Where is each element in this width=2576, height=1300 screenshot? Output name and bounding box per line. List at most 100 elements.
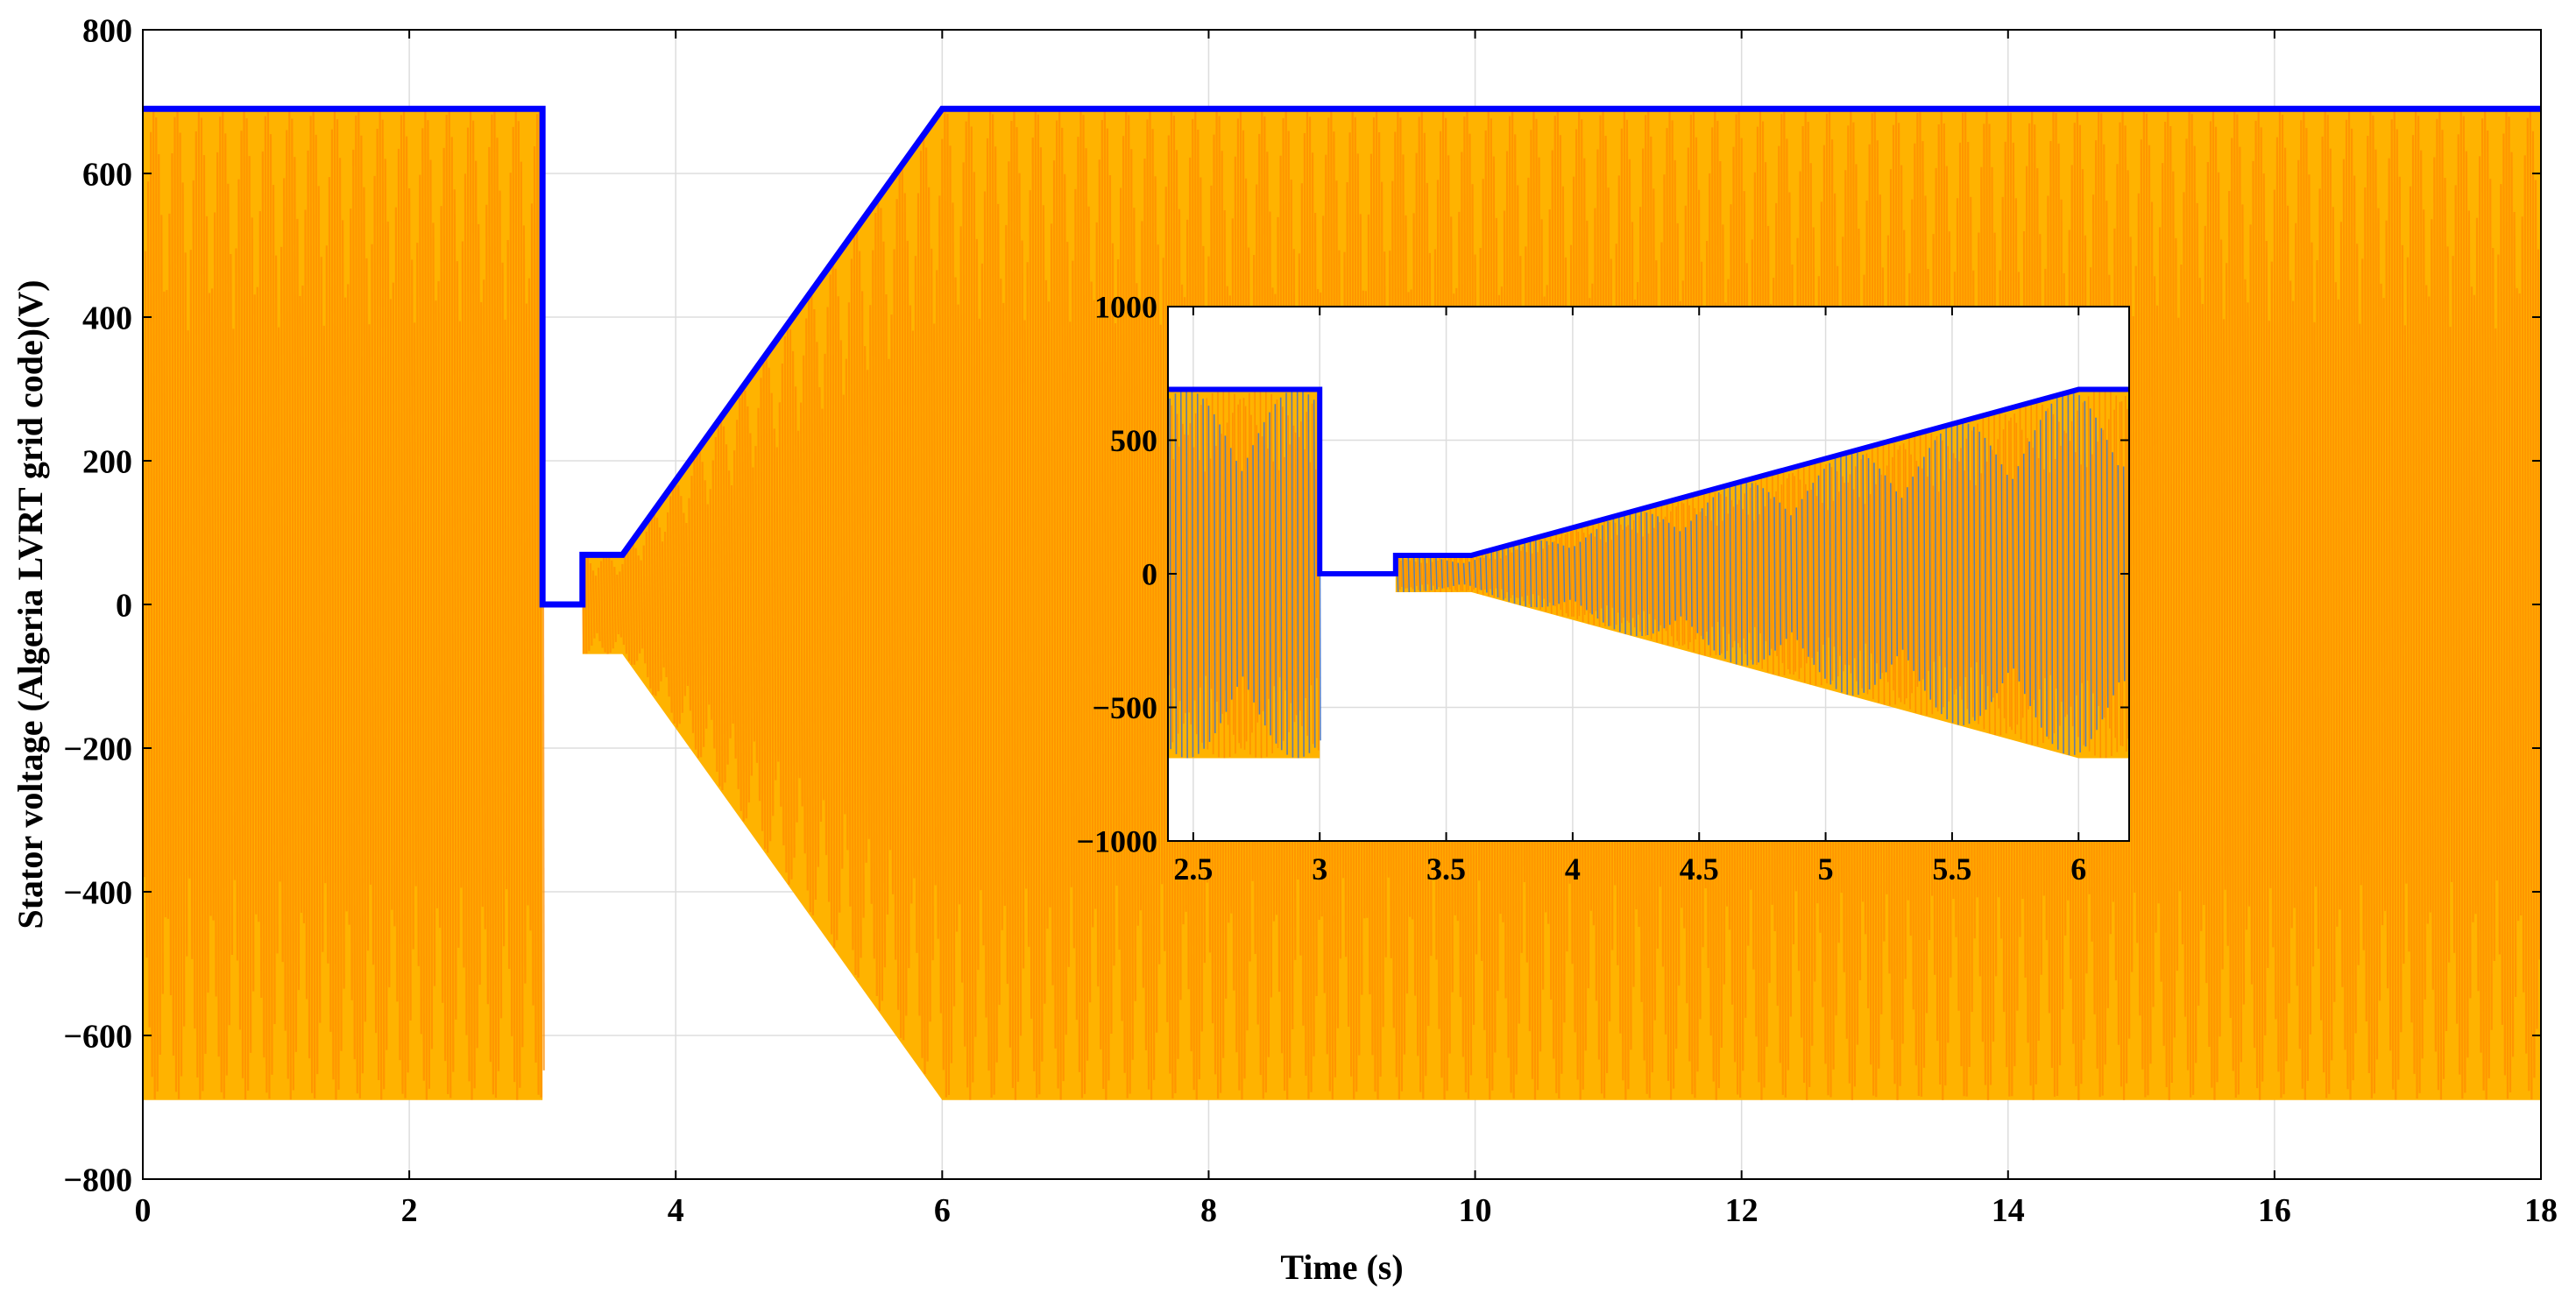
waveform-stroke	[2020, 429, 2024, 718]
waveform-stroke	[1657, 516, 1660, 632]
waveform-stroke	[1582, 533, 1586, 615]
waveform-stroke	[944, 111, 947, 1098]
waveform-stroke	[2428, 296, 2431, 913]
waveform-stroke	[2239, 146, 2242, 1063]
waveform-stroke	[1490, 552, 1494, 596]
waveform-stroke	[2196, 202, 2200, 1007]
waveform-stroke	[2523, 155, 2528, 1054]
waveform-stroke	[858, 251, 862, 958]
waveform-stroke	[949, 145, 953, 1063]
waveform-stroke	[1679, 531, 1682, 617]
waveform-stroke	[2000, 463, 2004, 684]
waveform-stroke	[1808, 463, 1811, 685]
waveform-stroke	[2425, 285, 2429, 924]
waveform-stroke	[2226, 263, 2229, 946]
waveform-stroke	[2206, 162, 2211, 1047]
waveform-stroke	[2457, 134, 2461, 1075]
waveform-stroke	[1224, 435, 1228, 712]
waveform-stroke	[1284, 456, 1286, 691]
waveform-stroke	[924, 147, 929, 1062]
waveform-stroke	[1851, 452, 1854, 696]
waveform-stroke	[288, 109, 292, 1100]
waveform-stroke	[1085, 148, 1089, 1061]
waveform-stroke	[906, 240, 910, 969]
waveform-stroke	[1852, 489, 1856, 659]
waveform-stroke	[1256, 425, 1259, 723]
waveform-stroke	[634, 548, 639, 661]
waveform-stroke	[371, 244, 375, 965]
waveform-stroke	[1274, 404, 1277, 744]
waveform-stroke	[1699, 512, 1702, 636]
waveform-stroke	[2433, 157, 2437, 1052]
waveform-stroke	[760, 378, 764, 831]
waveform-stroke	[1130, 149, 1134, 1060]
waveform-stroke	[864, 346, 867, 863]
waveform-stroke	[1594, 536, 1597, 611]
waveform-stroke	[2484, 109, 2488, 1100]
waveform-stroke	[2153, 276, 2157, 933]
x-tick-label: 0	[135, 1192, 152, 1229]
waveform-stroke	[2438, 109, 2443, 1100]
waveform-stroke	[957, 304, 961, 905]
waveform-stroke	[1400, 560, 1403, 588]
waveform-stroke	[1612, 518, 1616, 630]
waveform-stroke	[202, 155, 207, 1054]
x-tick-label: 6	[2070, 851, 2086, 887]
waveform-stroke	[1568, 548, 1571, 600]
waveform-stroke	[440, 206, 444, 1003]
waveform-stroke	[2137, 193, 2141, 1016]
waveform-stroke	[1211, 392, 1214, 755]
waveform-stroke	[1830, 467, 1834, 681]
waveform-stroke	[2382, 298, 2387, 911]
waveform-stroke	[1179, 390, 1183, 758]
waveform-stroke	[1773, 497, 1776, 651]
waveform-stroke	[1215, 445, 1218, 703]
waveform-stroke	[235, 248, 239, 961]
waveform-stroke	[2326, 115, 2331, 1094]
waveform-stroke	[333, 109, 337, 1100]
waveform-stroke	[2497, 254, 2501, 955]
waveform-stroke	[2262, 173, 2267, 1036]
waveform-stroke	[2270, 261, 2275, 948]
waveform-stroke	[2431, 219, 2434, 990]
waveform-stroke	[1420, 562, 1423, 585]
waveform-stroke	[155, 117, 159, 1092]
waveform-stroke	[1069, 321, 1072, 887]
waveform-stroke	[661, 541, 665, 668]
waveform-stroke	[1512, 543, 1516, 604]
x-tick-label: 8	[1200, 1192, 1217, 1229]
waveform-stroke	[485, 204, 489, 1005]
waveform-stroke	[624, 555, 628, 654]
waveform-stroke	[192, 180, 196, 1029]
waveform-stroke	[1018, 173, 1023, 1036]
waveform-stroke	[1581, 526, 1584, 622]
waveform-stroke	[1292, 425, 1296, 723]
waveform-stroke	[2080, 464, 2084, 683]
waveform-stroke	[1867, 457, 1871, 690]
waveform-stroke	[1897, 449, 1900, 698]
waveform-stroke	[1564, 533, 1568, 614]
waveform-stroke	[1769, 498, 1773, 649]
x-tick-label: 2.5	[1173, 851, 1213, 887]
waveform-stroke	[171, 152, 175, 1056]
waveform-stroke	[1270, 393, 1273, 754]
waveform-stroke	[184, 252, 188, 957]
waveform-stroke	[1764, 506, 1767, 641]
waveform-stroke	[842, 394, 846, 815]
waveform-stroke	[1900, 498, 1904, 650]
waveform-stroke	[1667, 522, 1671, 625]
waveform-stroke	[672, 484, 676, 724]
waveform-stroke	[1579, 541, 1582, 606]
waveform-stroke	[888, 358, 892, 851]
waveform-stroke	[2072, 392, 2076, 755]
waveform-stroke	[1655, 505, 1658, 642]
waveform-stroke	[2423, 209, 2426, 1000]
waveform-stroke	[640, 560, 644, 649]
waveform-stroke	[1098, 159, 1102, 1049]
waveform-stroke	[1149, 109, 1153, 1100]
waveform-stroke	[1627, 525, 1631, 623]
waveform-stroke	[466, 127, 471, 1082]
waveform-stroke	[2452, 256, 2456, 953]
waveform-stroke	[882, 241, 887, 968]
waveform-stroke	[717, 422, 721, 787]
